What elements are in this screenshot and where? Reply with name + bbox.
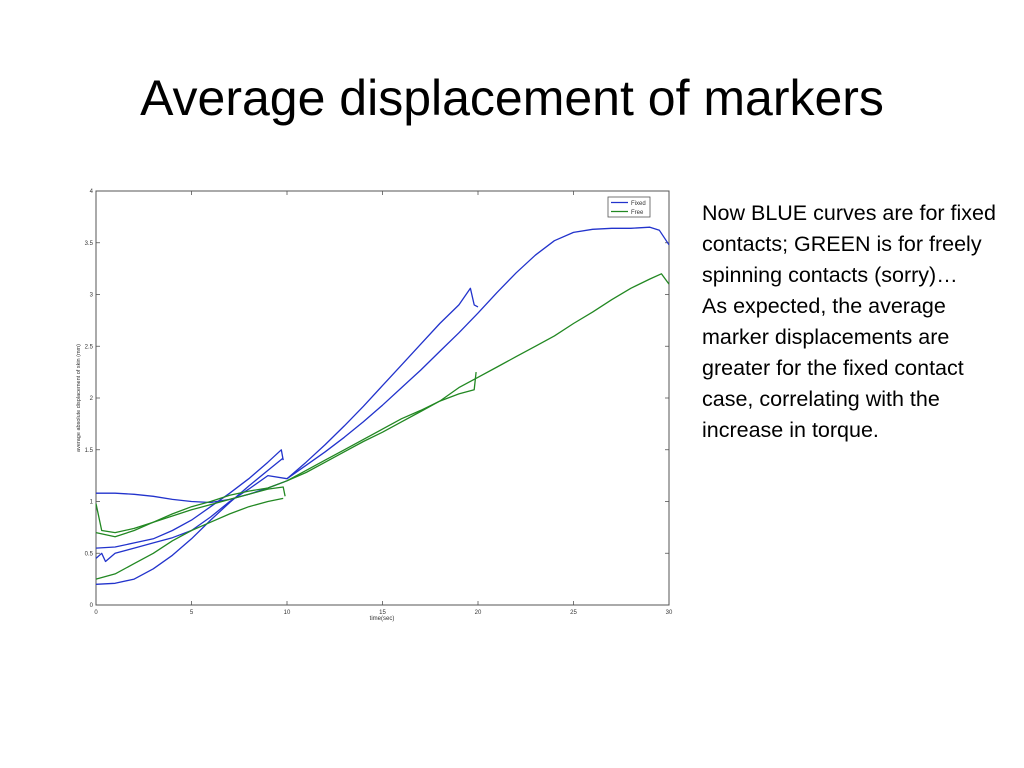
legend-box: [607, 196, 651, 218]
series-line-free: [95, 497, 284, 580]
y-tick-label: 2.5: [85, 344, 94, 350]
note-paragraph: As expected, the average marker displace…: [702, 294, 964, 442]
series-free: [95, 273, 670, 580]
y-tick-label: 2: [90, 396, 94, 402]
y-tick-label: 0: [90, 603, 94, 609]
y-tick-label: 4: [90, 189, 94, 195]
chart-svg: 0 5 10 15 20 25 30 0 0.5 1 1.5 2 2.5 3 3.5 4 Fixed Free…: [76, 189, 673, 622]
slide-title: Average displacement of markers: [140, 70, 884, 126]
y-tick-label: 1: [90, 500, 94, 506]
series-line-fixed: [95, 457, 284, 585]
note-paragraph: Now BLUE curves are for fixed contacts; …: [702, 201, 996, 287]
y-tick-label: 3.5: [85, 241, 94, 247]
legend-label-free: Free: [631, 210, 644, 216]
series-fixed: [95, 226, 670, 585]
series-line-free: [95, 480, 288, 538]
x-tick-label: 20: [475, 610, 482, 616]
series-layer: [95, 226, 670, 585]
series-line-free: [286, 372, 477, 482]
y-tick-label: 1.5: [85, 448, 94, 454]
x-axis-label: time(sec): [370, 616, 395, 622]
x-tick-label: 15: [379, 610, 386, 616]
series-line-free: [286, 273, 670, 482]
y-tick-label: 3: [90, 293, 94, 299]
y-tick-label: 0.5: [85, 551, 94, 557]
series-line-fixed: [95, 449, 284, 549]
x-tick-label: 25: [570, 610, 577, 616]
x-tick-label: 30: [666, 610, 673, 616]
chart-figure: 0 5 10 15 20 25 30 0 0.5 1 1.5 2 2.5 3 3.5 4 Fixed Free…: [68, 183, 680, 623]
y-axis-label: average absolute displacement of skin (m…: [76, 344, 82, 452]
tick-layer: 0 5 10 15 20 25 30 0 0.5 1 1.5 2 2.5 3 3.5 4: [85, 189, 673, 616]
legend: Fixed Free: [607, 196, 651, 218]
x-tick-label: 0: [94, 610, 98, 616]
x-tick-label: 5: [190, 610, 194, 616]
series-line-free: [95, 486, 286, 534]
legend-label-fixed: Fixed: [631, 201, 646, 207]
series-line-fixed: [286, 226, 670, 480]
plot-area: [95, 190, 670, 606]
notes-text: Now BLUE curves are for fixed contacts; …: [702, 198, 1002, 446]
x-tick-label: 10: [284, 610, 291, 616]
